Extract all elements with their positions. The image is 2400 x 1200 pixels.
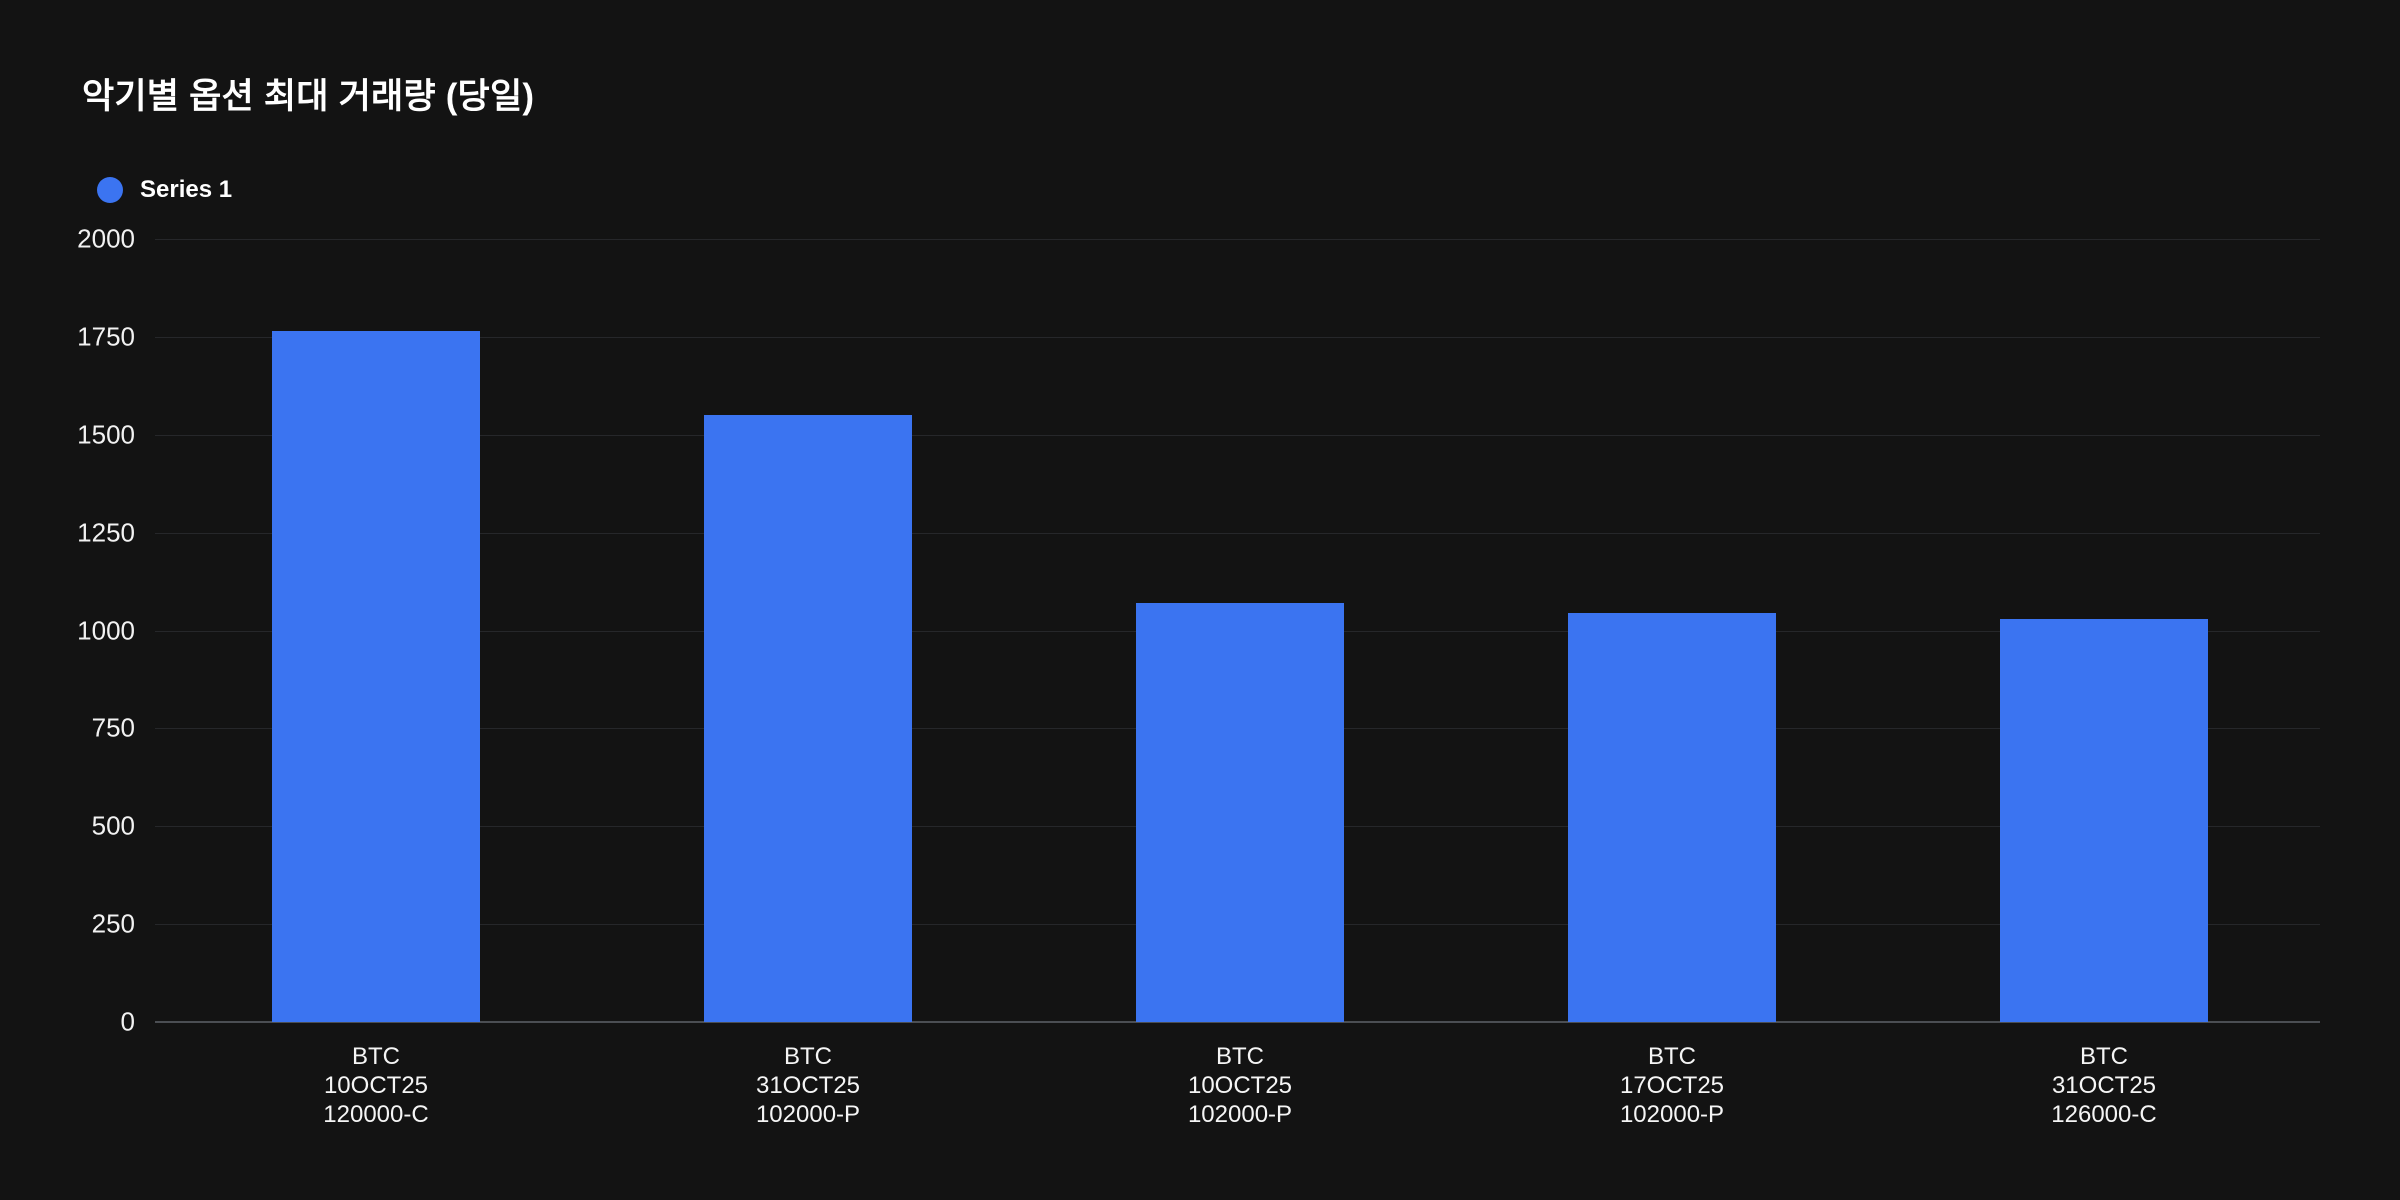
y-axis-tick-label: 0 (120, 1006, 135, 1037)
legend-item-series-1[interactable]: Series 1 (97, 176, 232, 204)
bar[interactable] (1568, 612, 1776, 1022)
x-axis-category-line: BTC (2079, 1043, 2128, 1070)
x-axis-category-label: BTC 31OCT25 126000-C (2051, 1042, 2156, 1129)
y-axis-tick-label: 750 (91, 712, 135, 743)
x-axis-category-label: BTC 31OCT25 102000-P (756, 1042, 860, 1129)
bar[interactable] (272, 331, 480, 1022)
gridline (155, 239, 2320, 240)
y-axis-tick-label: 1250 (77, 517, 135, 548)
legend: Series 1 (97, 176, 232, 204)
y-axis-tick-label: 2000 (77, 223, 135, 254)
x-axis-category-line: 102000-P (1187, 1101, 1293, 1128)
x-axis-category-line: 10OCT25 (323, 1072, 429, 1099)
gridline (155, 532, 2320, 534)
x-axis-category-label: BTC 10OCT25 120000-C (323, 1042, 428, 1129)
x-axis-category-line: 10OCT25 (1187, 1072, 1293, 1099)
gridline (155, 434, 2320, 436)
x-axis-category-line: BTC (1216, 1043, 1264, 1070)
legend-series-dot-icon (97, 177, 123, 203)
x-axis-category-line: 120000-C (323, 1101, 429, 1128)
x-axis-category-label: BTC 10OCT25 102000-P (1188, 1042, 1292, 1129)
y-axis-tick-label: 1000 (77, 615, 135, 645)
y-axis-tick-label: 1500 (77, 419, 135, 450)
x-axis-category-line: 31OCT25 (755, 1072, 861, 1099)
x-axis-category-line: BTC (1648, 1043, 1696, 1070)
x-axis-category-line: 126000-C (2051, 1101, 2157, 1128)
x-axis-category-line: BTC (784, 1043, 832, 1070)
chart-title: 악기별 옵션 최대 거래량 (당일) (82, 77, 535, 116)
bar[interactable] (704, 415, 912, 1022)
y-axis-tick-label: 1750 (77, 321, 135, 352)
x-axis-category-line: 31OCT25 (2051, 1072, 2157, 1099)
y-axis-tick-label: 500 (91, 810, 135, 841)
gridline (155, 336, 2320, 338)
x-axis-line (155, 1021, 2320, 1023)
x-axis-category-line: 17OCT25 (1619, 1072, 1725, 1099)
x-axis-category-line: 102000-P (1619, 1101, 1725, 1128)
x-axis-category-label: BTC 17OCT25 102000-P (1620, 1042, 1724, 1129)
bar[interactable] (1136, 603, 1344, 1022)
y-axis-tick-label: 250 (91, 908, 135, 939)
x-axis-category-line: 102000-P (755, 1101, 861, 1128)
legend-series-label: Series 1 (140, 176, 233, 203)
x-axis-category-line: BTC (351, 1043, 400, 1070)
bar[interactable] (2000, 618, 2208, 1022)
